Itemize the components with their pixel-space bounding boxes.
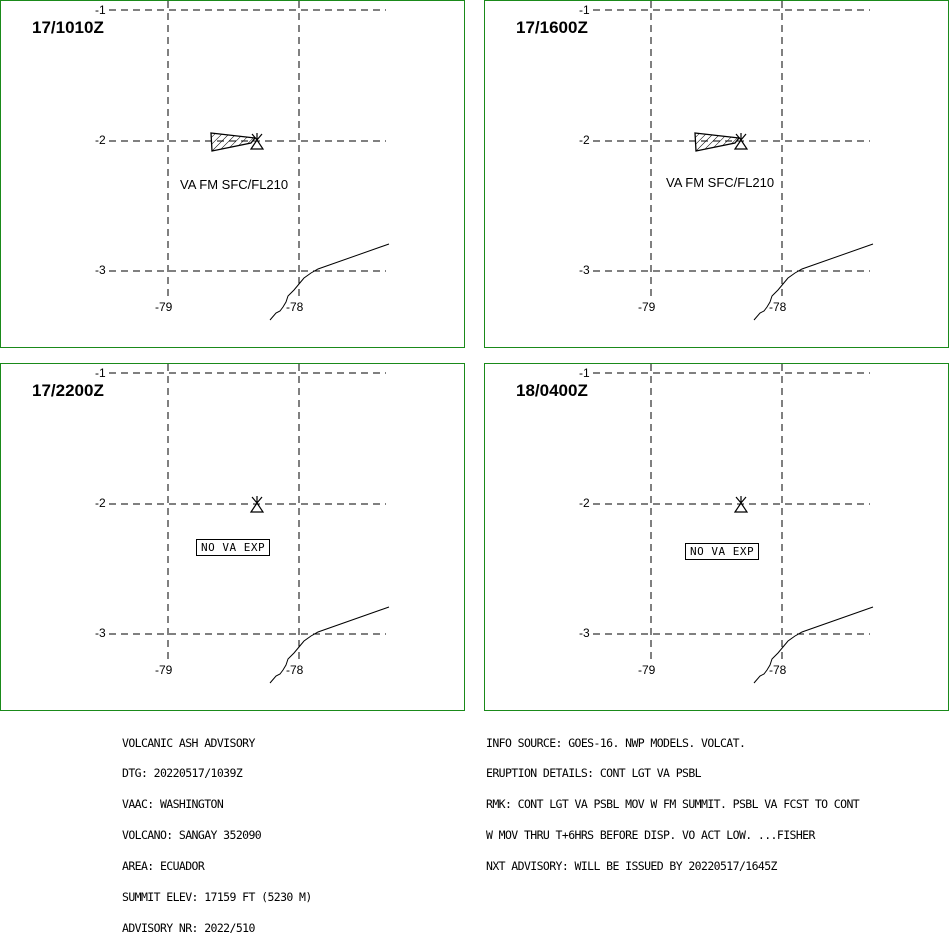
lon-tick-label: -79 bbox=[638, 300, 656, 314]
lat-tick-label: -3 bbox=[95, 263, 106, 277]
forecast-panel-4: 18/0400Z -1 -2 -3 -79 -78 NO VA EXP bbox=[484, 363, 949, 711]
advisory-info-right: INFO SOURCE: GOES-16. NWP MODELS. VOLCAT… bbox=[486, 717, 860, 882]
lat-tick-label: -1 bbox=[95, 366, 106, 380]
forecast-panel-3: 17/2200Z -1 -2 -3 -79 -78 NO VA EXP bbox=[0, 363, 465, 711]
ash-cloud-area bbox=[694, 132, 741, 152]
lon-tick-label: -79 bbox=[638, 663, 656, 677]
advisory-line: VOLCANIC ASH ADVISORY bbox=[122, 735, 255, 750]
advisory-line: RMK: CONT LGT VA PSBL MOV W FM SUMMIT. P… bbox=[486, 797, 860, 812]
advisory-line: DTG: 20220517/1039Z bbox=[122, 766, 243, 781]
forecast-panel-1: 17/1010Z -1 -2 -3 -79 -78 VA FM SFC/FL210 bbox=[0, 0, 465, 348]
lat-tick-label: -2 bbox=[579, 133, 590, 147]
lon-tick-label: -78 bbox=[769, 663, 787, 677]
lat-tick-label: -3 bbox=[579, 263, 590, 277]
lat-tick-label: -3 bbox=[95, 626, 106, 640]
va-level-label: VA FM SFC/FL210 bbox=[666, 175, 775, 190]
lat-tick-label: -1 bbox=[579, 3, 590, 17]
map-canvas bbox=[109, 1, 390, 321]
lat-tick-label: -1 bbox=[579, 366, 590, 380]
no-va-expected-box: NO VA EXP bbox=[685, 543, 760, 560]
advisory-line: NXT ADVISORY: WILL BE ISSUED BY 20220517… bbox=[486, 859, 777, 874]
volcano-icon bbox=[733, 133, 749, 150]
advisory-info-left: VOLCANIC ASH ADVISORY DTG: 20220517/1039… bbox=[122, 717, 312, 944]
va-level-label: VA FM SFC/FL210 bbox=[180, 177, 289, 192]
panel-time: 17/1010Z bbox=[32, 18, 104, 37]
advisory-line: VOLCANO: SANGAY 352090 bbox=[122, 828, 262, 843]
lat-tick-label: -2 bbox=[579, 496, 590, 510]
coastline bbox=[269, 243, 390, 321]
forecast-panel-2: 17/1600Z -1 -2 -3 -79 -78 VA FM SFC/FL210 bbox=[484, 0, 949, 348]
advisory-line: SUMMIT ELEV: 17159 FT (5230 M) bbox=[122, 890, 312, 905]
volcano-icon bbox=[733, 496, 749, 513]
panel-time: 17/1600Z bbox=[516, 18, 588, 37]
map-canvas bbox=[109, 364, 390, 684]
map-canvas bbox=[593, 1, 874, 321]
coastline bbox=[753, 243, 874, 321]
map-canvas bbox=[593, 364, 874, 684]
volcano-icon bbox=[249, 496, 265, 513]
lat-tick-label: -2 bbox=[95, 133, 106, 147]
lon-tick-label: -78 bbox=[769, 300, 787, 314]
lat-tick-label: -1 bbox=[95, 3, 106, 17]
panel-time: 17/2200Z bbox=[32, 381, 104, 400]
lon-tick-label: -79 bbox=[155, 300, 173, 314]
lon-tick-label: -79 bbox=[155, 663, 173, 677]
advisory-line: AREA: ECUADOR bbox=[122, 859, 205, 874]
panel-time: 18/0400Z bbox=[516, 381, 588, 400]
advisory-line: VAAC: WASHINGTON bbox=[122, 797, 224, 812]
coastline bbox=[753, 606, 874, 684]
lon-tick-label: -78 bbox=[286, 300, 304, 314]
coastline bbox=[269, 606, 390, 684]
lon-tick-label: -78 bbox=[286, 663, 304, 677]
advisory-line: INFO SOURCE: GOES-16. NWP MODELS. VOLCAT… bbox=[486, 735, 746, 750]
volcano-icon bbox=[249, 133, 265, 150]
lat-tick-label: -3 bbox=[579, 626, 590, 640]
ash-cloud-area bbox=[210, 132, 257, 152]
lat-tick-label: -2 bbox=[95, 496, 106, 510]
advisory-line: W MOV THRU T+6HRS BEFORE DISP. VO ACT LO… bbox=[486, 828, 815, 843]
advisory-line: ERUPTION DETAILS: CONT LGT VA PSBL bbox=[486, 766, 702, 781]
no-va-expected-box: NO VA EXP bbox=[196, 539, 271, 556]
advisory-line: ADVISORY NR: 2022/510 bbox=[122, 920, 255, 935]
